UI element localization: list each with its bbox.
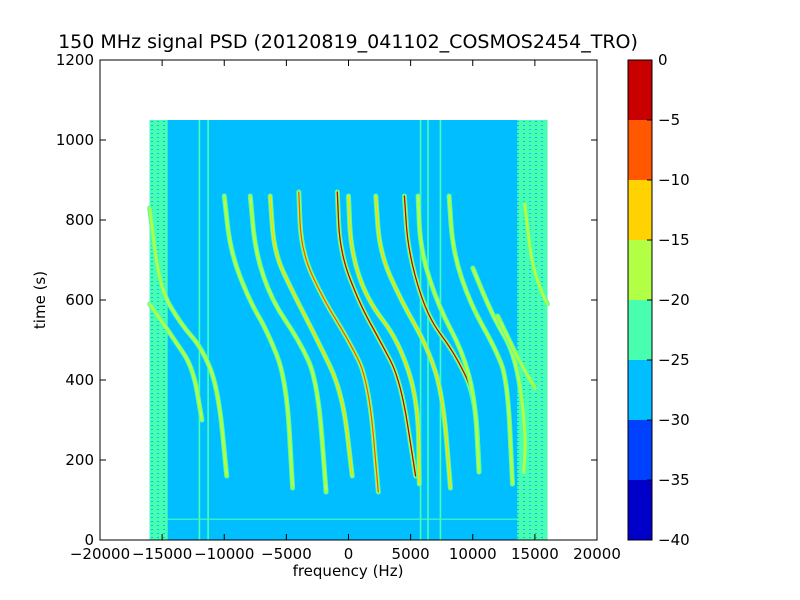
y-tick-label: 1200 bbox=[56, 51, 94, 69]
y-axis-label: time (s) bbox=[31, 271, 49, 329]
x-axis-ticks: −20000 −15000 −10000 −5000 0 5000 10000 15000 20… bbox=[70, 60, 621, 563]
colorbar-tick-label: −20 bbox=[658, 291, 690, 309]
colorbar-band bbox=[628, 180, 652, 240]
signal-trace-core bbox=[524, 203, 548, 305]
y-tick-label: 600 bbox=[65, 291, 94, 309]
colorbar-band bbox=[628, 300, 652, 360]
y-tick-label: 200 bbox=[65, 451, 94, 469]
signal-trace-core bbox=[347, 195, 420, 485]
colorbar-bands bbox=[628, 60, 652, 540]
colorbar-tick-label: 0 bbox=[658, 51, 668, 69]
signal-trace-core bbox=[223, 195, 294, 489]
colorbar: 0 −5 −10 −15 −20 −25 −30 −35 −40 bbox=[627, 51, 690, 549]
chart-title: 150 MHz signal PSD (20120819_041102_COSM… bbox=[58, 31, 638, 53]
y-tick-label: 0 bbox=[84, 531, 94, 549]
colorbar-band bbox=[628, 420, 652, 480]
y-tick-label: 800 bbox=[65, 211, 94, 229]
x-tick-label: 20000 bbox=[573, 545, 621, 563]
colorbar-tick-label: −5 bbox=[658, 111, 680, 129]
edge-noise-right bbox=[517, 120, 548, 540]
signal-trace-core bbox=[269, 195, 353, 477]
signal-traces bbox=[147, 189, 550, 495]
signal-trace-core bbox=[417, 195, 480, 473]
colorbar-tick-label: −15 bbox=[658, 231, 690, 249]
x-tick-label: −20000 bbox=[70, 545, 130, 563]
x-tick-label: 15000 bbox=[511, 545, 559, 563]
heatmap bbox=[147, 120, 550, 540]
x-axis-label: frequency (Hz) bbox=[293, 562, 404, 580]
x-tick-label: 5000 bbox=[392, 545, 430, 563]
colorbar-tick-label: −35 bbox=[658, 471, 690, 489]
signal-trace-core bbox=[149, 303, 203, 421]
signal-trace-core bbox=[298, 191, 379, 493]
signal-trace-core bbox=[448, 195, 514, 485]
colorbar-tick-label: −30 bbox=[658, 411, 690, 429]
colorbar-band bbox=[628, 480, 652, 540]
signal-trace-core bbox=[375, 195, 452, 489]
y-tick-label: 400 bbox=[65, 371, 94, 389]
x-tick-label: 0 bbox=[344, 545, 354, 563]
colorbar-band bbox=[628, 120, 652, 180]
colorbar-tick-label: −40 bbox=[658, 531, 690, 549]
x-tick-label: −5000 bbox=[261, 545, 312, 563]
colorbar-ticks: 0 −5 −10 −15 −20 −25 −30 −35 −40 bbox=[647, 51, 690, 549]
colorbar-band bbox=[628, 240, 652, 300]
signal-trace-core bbox=[472, 267, 526, 473]
signal-trace-core bbox=[496, 315, 536, 389]
colorbar-band bbox=[628, 60, 652, 120]
colorbar-tick-label: −10 bbox=[658, 171, 690, 189]
colorbar-tick-label: −25 bbox=[658, 351, 690, 369]
x-tick-label: −10000 bbox=[194, 545, 254, 563]
plot-area: −20000 −15000 −10000 −5000 0 5000 10000 15000 20… bbox=[56, 51, 621, 563]
signal-trace-core bbox=[149, 207, 228, 477]
y-axis-ticks: 0 200 400 600 800 1000 1200 bbox=[56, 51, 597, 549]
x-tick-label: −15000 bbox=[132, 545, 192, 563]
y-tick-label: 1000 bbox=[56, 131, 94, 149]
signal-trace-core bbox=[249, 195, 327, 493]
signal-trace-core bbox=[336, 191, 417, 477]
x-tick-label: 10000 bbox=[449, 545, 497, 563]
colorbar-band bbox=[628, 360, 652, 420]
